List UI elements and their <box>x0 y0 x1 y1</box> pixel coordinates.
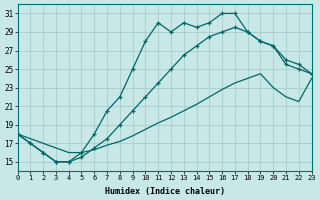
X-axis label: Humidex (Indice chaleur): Humidex (Indice chaleur) <box>105 187 225 196</box>
